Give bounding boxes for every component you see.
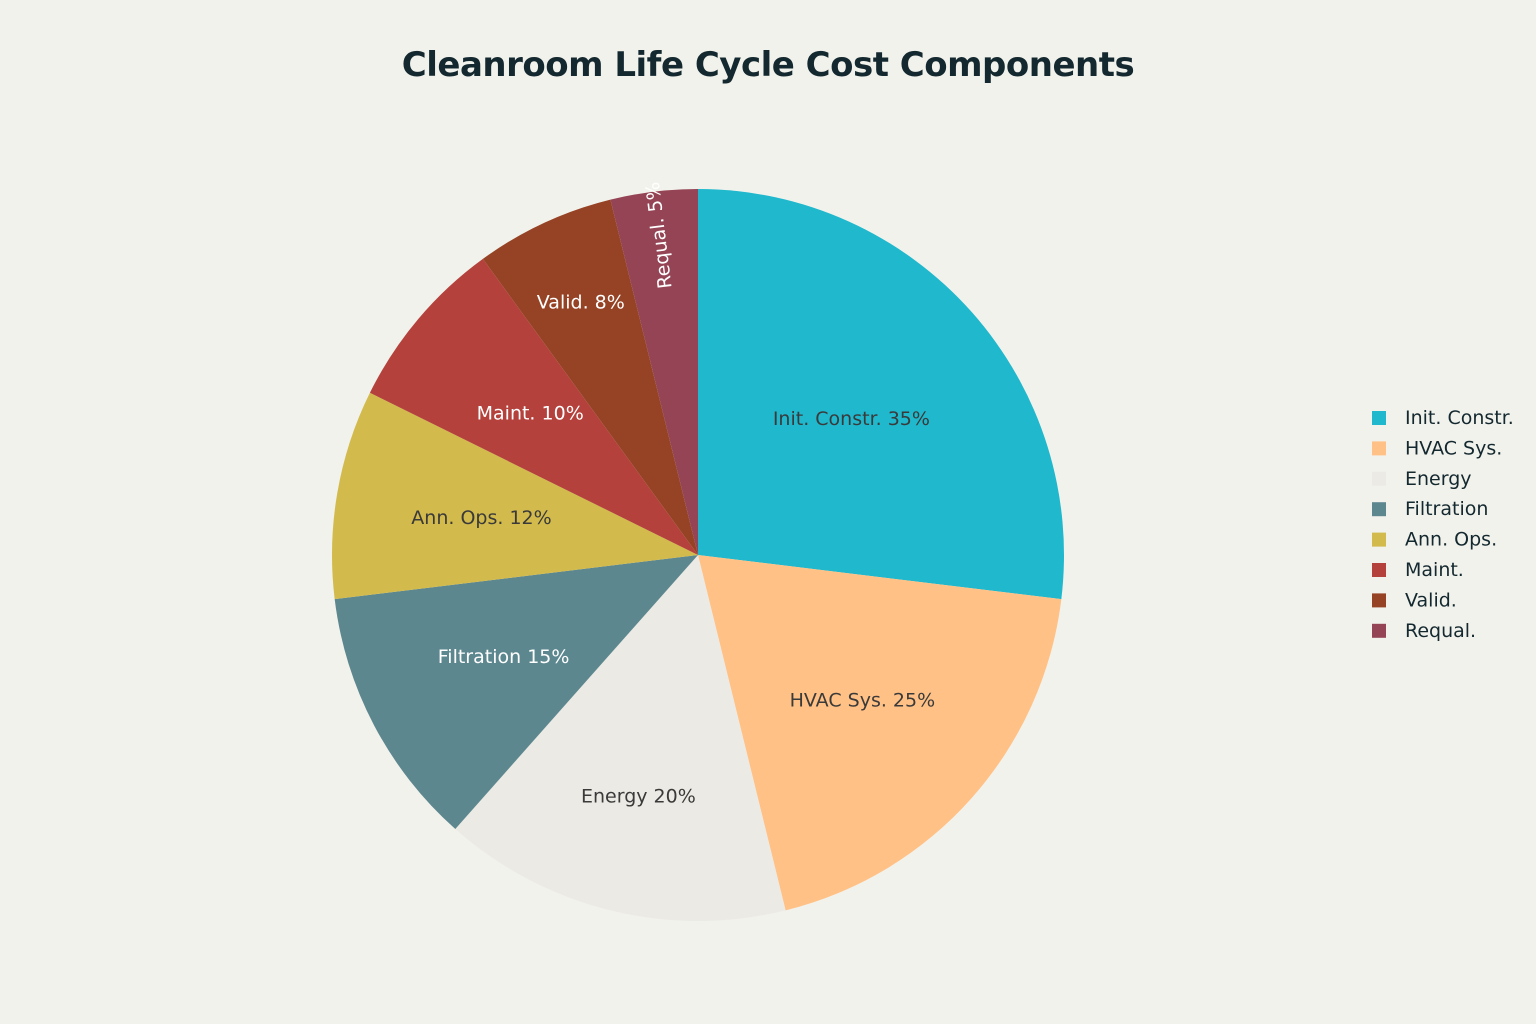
pie-slice [369, 258, 698, 555]
chart-title: Cleanroom Life Cycle Cost Components [402, 45, 1134, 85]
slice-label: Valid. 8% [537, 292, 625, 314]
slice-label: Ann. Ops. 12% [411, 507, 551, 529]
pie-slice [334, 555, 698, 829]
legend-swatch[interactable] [1372, 593, 1386, 608]
slice-label: Energy 20% [581, 786, 696, 808]
legend-swatch[interactable] [1372, 411, 1386, 425]
pie-slice [332, 392, 698, 600]
legend-label[interactable]: Requal. [1405, 620, 1476, 642]
legend-swatch[interactable] [1372, 441, 1386, 456]
legend-label[interactable]: Init. Constr. [1405, 407, 1514, 429]
pie-slice [482, 199, 698, 555]
legend-label[interactable]: Valid. [1405, 589, 1457, 611]
legend-swatch[interactable] [1372, 623, 1386, 638]
slice-label: Init. Constr. 35% [773, 408, 930, 430]
pie-slice [610, 189, 698, 555]
pie-slices [332, 189, 1064, 921]
legend-swatch[interactable] [1372, 471, 1386, 486]
legend-label[interactable]: Maint. [1405, 559, 1464, 581]
slice-label: Filtration 15% [438, 646, 570, 668]
legend-label[interactable]: Energy [1405, 468, 1472, 490]
legend: Init. Constr. HVAC Sys. Energy Filtration An… [1372, 407, 1514, 642]
pie-slice [698, 189, 1064, 600]
slice-label: Maint. 10% [477, 402, 584, 424]
legend-label[interactable]: Filtration [1405, 498, 1488, 520]
legend-label[interactable]: Ann. Ops. [1405, 529, 1497, 551]
legend-swatch[interactable] [1372, 502, 1386, 517]
pie-slice [455, 555, 786, 921]
legend-swatch[interactable] [1372, 532, 1386, 547]
legend-label[interactable]: HVAC Sys. [1405, 437, 1502, 459]
legend-swatch[interactable] [1372, 563, 1386, 577]
pie-slice [698, 555, 1062, 911]
slice-label: HVAC Sys. 25% [790, 690, 936, 712]
